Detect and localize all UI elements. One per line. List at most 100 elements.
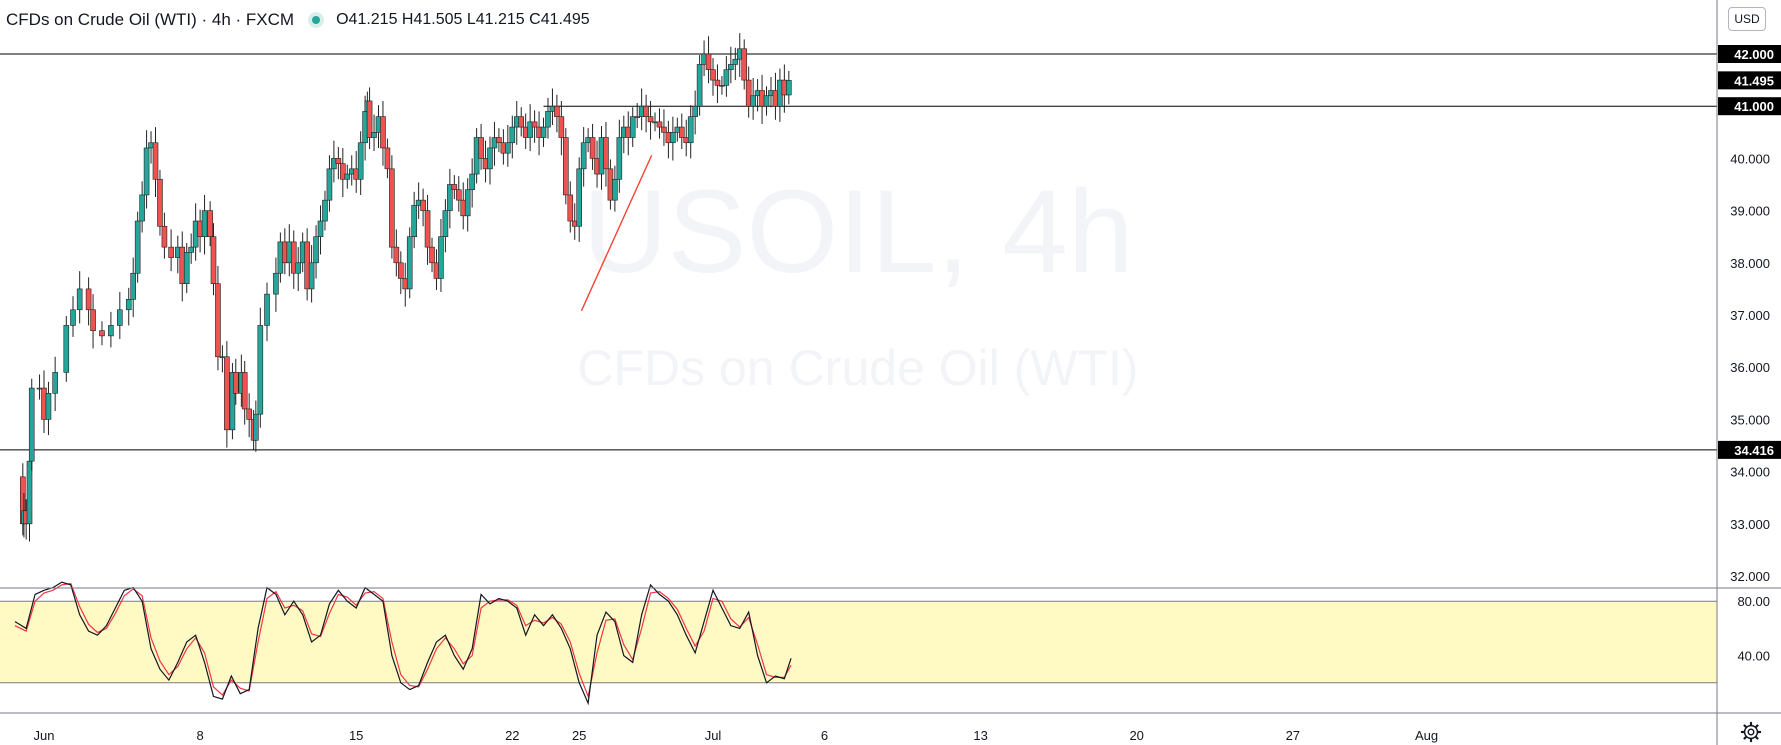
candle — [656, 108, 663, 139]
candle — [130, 257, 136, 318]
candle — [728, 46, 734, 84]
candle-body-up — [52, 372, 58, 394]
candle-body-up — [201, 210, 208, 238]
stoch-tick-label: 80.00 — [1737, 594, 1770, 609]
stoch-d-line — [14, 582, 792, 699]
price-label-text: 42.000 — [1734, 47, 1774, 62]
candle-body-up — [728, 64, 734, 70]
candle — [496, 128, 502, 153]
candle — [134, 211, 141, 283]
time-tick-label: 13 — [973, 728, 987, 743]
trendline — [580, 154, 653, 312]
candle-body-up — [411, 205, 417, 238]
candle-body-down — [429, 246, 435, 264]
candle-body-down — [647, 116, 654, 123]
candle-body-up — [576, 168, 583, 227]
candle — [201, 194, 208, 255]
candle — [246, 393, 252, 438]
candle-body-up — [786, 80, 792, 96]
candle-body-down — [366, 100, 373, 138]
price-tick-label: 35.000 — [1730, 412, 1770, 427]
candle-body-down — [340, 163, 346, 180]
time-tick-label: 22 — [505, 728, 519, 743]
candle — [447, 168, 453, 229]
candle — [241, 360, 248, 425]
candle-body-up — [464, 189, 471, 217]
symbol-description[interactable]: CFDs on Crude Oil (WTI) · 4h · FXCM — [6, 10, 295, 29]
candle — [580, 127, 587, 187]
candle — [438, 218, 444, 293]
time-tick-label: Aug — [1415, 728, 1438, 743]
candle — [505, 124, 511, 167]
candle-body-up — [357, 142, 364, 180]
candle — [313, 225, 319, 279]
candle-body-up — [308, 262, 315, 290]
candle — [629, 107, 636, 147]
candle — [487, 136, 493, 185]
candle-body-up — [63, 325, 70, 373]
candle — [326, 155, 333, 212]
candle-body-up — [322, 199, 328, 222]
market-open-dot-icon — [308, 12, 325, 28]
candle-body-up — [545, 111, 551, 128]
candle-body-up — [229, 372, 236, 431]
candle — [335, 146, 342, 180]
price-label-bg — [1718, 45, 1781, 63]
candle-body-down — [478, 137, 484, 159]
candle — [696, 55, 703, 116]
candle — [308, 245, 315, 303]
candle — [168, 229, 174, 272]
candle-body-up — [139, 194, 145, 222]
candle — [207, 201, 213, 247]
candle-body-up — [487, 147, 493, 170]
candle-body-up — [117, 309, 123, 326]
candle — [161, 212, 168, 259]
candle-body-down — [705, 53, 712, 70]
candle — [322, 190, 328, 231]
candle — [531, 110, 538, 143]
candle-body-down — [232, 372, 239, 394]
gear-icon[interactable] — [1740, 721, 1762, 743]
candle — [527, 104, 533, 152]
candle-body-up — [317, 220, 324, 237]
candle-body-down — [241, 372, 248, 410]
candle-body-up — [612, 178, 618, 201]
candle-body-down — [496, 137, 502, 144]
candle-body-down — [745, 79, 752, 107]
candle — [215, 265, 221, 371]
candle — [710, 58, 716, 96]
candle — [273, 257, 279, 312]
candle-body-up — [70, 309, 76, 326]
candle — [719, 75, 725, 95]
currency-button[interactable]: USD — [1728, 7, 1766, 31]
price-tick-label: 32.000 — [1730, 569, 1770, 584]
candle-body-down — [563, 137, 569, 196]
candle — [451, 175, 458, 200]
price-label-text: 41.495 — [1734, 73, 1774, 88]
time-tick-label: 6 — [821, 728, 828, 743]
candle — [429, 237, 435, 273]
candle — [786, 70, 792, 105]
level-price-label: 34.416 — [1718, 440, 1781, 459]
candle-body-up — [45, 392, 52, 420]
candle — [616, 119, 623, 193]
candle — [603, 121, 609, 187]
candle — [745, 66, 752, 118]
candle-body-down — [335, 158, 342, 164]
candle — [70, 296, 76, 337]
candle-body-down — [168, 246, 174, 258]
candle-body-down — [210, 236, 217, 284]
candle-body-down — [290, 241, 297, 274]
candle-body-up — [108, 325, 114, 337]
candle-body-up — [750, 95, 756, 107]
candle — [406, 227, 413, 299]
candle — [705, 36, 712, 84]
candle — [634, 103, 640, 129]
candle-body-down — [661, 126, 667, 133]
candle-body-down — [397, 262, 404, 279]
candle-body-up — [264, 293, 270, 326]
candle-body-down — [384, 147, 391, 170]
candle — [257, 307, 264, 428]
candle-body-down — [554, 105, 560, 117]
